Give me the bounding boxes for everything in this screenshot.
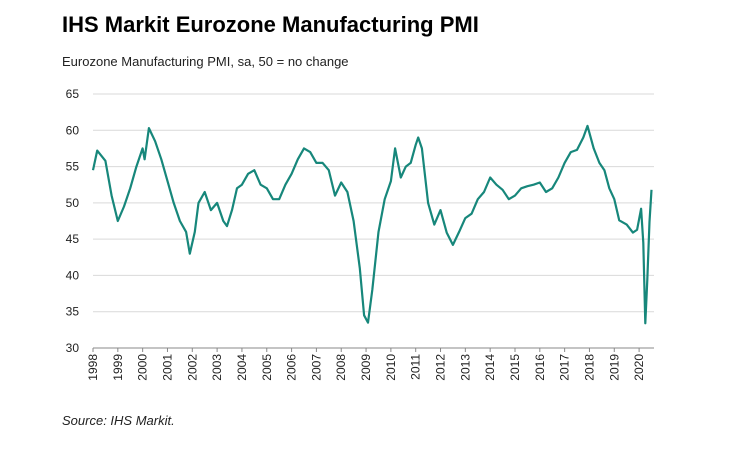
x-tick-label: 2020 [632, 354, 646, 381]
x-tick-label: 2006 [285, 354, 299, 381]
y-tick-label: 60 [66, 123, 80, 137]
x-tick-label: 2007 [309, 354, 323, 381]
y-tick-label: 50 [66, 196, 80, 210]
x-tick-label: 2004 [235, 354, 249, 381]
x-tick-label: 2014 [483, 354, 497, 381]
x-tick-label: 2010 [384, 354, 398, 381]
chart-subtitle: Eurozone Manufacturing PMI, sa, 50 = no … [62, 54, 349, 69]
y-tick-label: 45 [66, 232, 80, 246]
y-tick-label: 65 [66, 87, 80, 101]
source-note: Source: IHS Markit. [62, 413, 175, 428]
x-tick-label: 2012 [434, 354, 448, 381]
x-tick-label: 2013 [458, 354, 472, 381]
x-tick-label: 1999 [111, 354, 125, 381]
y-tick-label: 30 [66, 341, 80, 355]
pmi-line [91, 124, 653, 325]
y-tick-label: 40 [66, 268, 80, 282]
x-tick-label: 2015 [508, 354, 522, 381]
x-tick-label: 2019 [607, 354, 621, 381]
chart-title: IHS Markit Eurozone Manufacturing PMI [62, 12, 479, 37]
x-tick-label: 2011 [409, 354, 423, 380]
x-tick-label: 2001 [160, 354, 174, 381]
x-tick-label: 2016 [533, 354, 547, 381]
x-tick-label: 1998 [86, 354, 100, 381]
y-tick-label: 55 [66, 160, 80, 174]
x-tick-label: 2008 [334, 354, 348, 381]
x-tick-label: 2003 [210, 354, 224, 381]
x-tick-label: 2002 [185, 354, 199, 381]
x-tick-label: 2000 [136, 354, 150, 381]
x-tick-label: 2018 [582, 354, 596, 381]
y-tick-label: 35 [66, 305, 80, 319]
x-tick-label: 2005 [260, 354, 274, 381]
x-tick-label: 2009 [359, 354, 373, 381]
x-tick-label: 2017 [558, 354, 572, 381]
